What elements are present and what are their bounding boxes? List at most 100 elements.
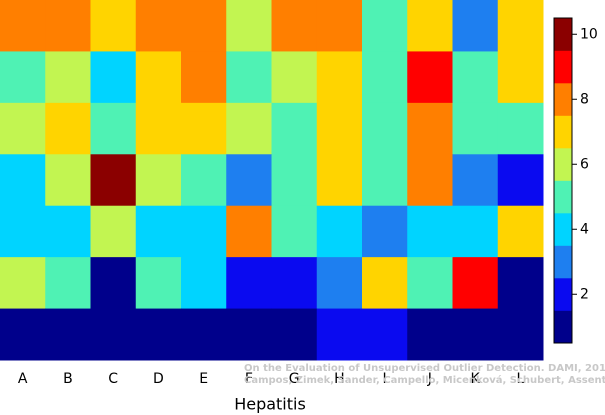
x-tick-label: K [471, 371, 481, 387]
cell [0, 51, 46, 104]
cell [497, 102, 544, 155]
colorbar-segment [554, 50, 572, 84]
cell [271, 205, 318, 258]
cell [45, 51, 91, 104]
colorbar-segment [554, 148, 572, 181]
cell [407, 51, 453, 104]
cell [226, 205, 272, 258]
watermark: On the Evaluation of Unsupervised Outlie… [244, 363, 605, 374]
cell [45, 205, 91, 258]
cell [135, 308, 182, 361]
cell [90, 0, 137, 52]
cell [0, 154, 46, 207]
x-tick-label: J [427, 371, 432, 387]
x-tick-label: I [383, 371, 387, 387]
colorbar-tick-label: 6 [580, 156, 589, 172]
x-tick-label: G [289, 371, 300, 387]
cell [0, 0, 46, 52]
cell [45, 102, 91, 155]
x-tick-label: C [108, 371, 118, 387]
cell [135, 257, 182, 310]
cell [362, 154, 408, 207]
colorbar-segment [554, 213, 572, 246]
cell [0, 257, 46, 310]
cell [271, 154, 318, 207]
cell [407, 205, 453, 258]
cell [271, 0, 318, 52]
cell [452, 102, 499, 155]
cell [135, 102, 182, 155]
cell [316, 154, 363, 207]
cell [362, 51, 408, 104]
cell [362, 308, 408, 361]
cell [90, 308, 137, 361]
cell [407, 308, 453, 361]
cell [90, 102, 137, 155]
cell [362, 0, 408, 52]
cell [181, 257, 227, 310]
cell [452, 0, 499, 52]
cell [316, 102, 363, 155]
colorbar-segment [554, 115, 572, 149]
cell [181, 205, 227, 258]
cell [407, 257, 453, 310]
cell [181, 154, 227, 207]
cell [452, 308, 499, 361]
colorbar-segment [554, 18, 572, 51]
x-tick-label: L [516, 371, 524, 387]
colorbar-tick-label: 2 [580, 286, 589, 302]
cell [226, 154, 272, 207]
cell [362, 102, 408, 155]
colorbar-segment [554, 180, 572, 214]
colorbar-segment [554, 83, 572, 116]
cell [452, 205, 499, 258]
cell [226, 257, 272, 310]
cell [45, 308, 91, 361]
cell [316, 0, 363, 52]
colorbar-segment [554, 278, 572, 311]
cell [90, 51, 137, 104]
cell [497, 0, 544, 52]
cell [452, 154, 499, 207]
colorbar-tick-label: 4 [580, 221, 589, 237]
cell [45, 257, 91, 310]
x-axis-label: Hepatitis [234, 395, 306, 414]
cell [407, 154, 453, 207]
cell [497, 205, 544, 258]
cell [0, 308, 46, 361]
x-tick-label: H [334, 371, 345, 387]
cell [497, 308, 544, 361]
cell [271, 257, 318, 310]
cell [452, 51, 499, 104]
cell [316, 51, 363, 104]
x-tick-label: E [199, 371, 208, 387]
cell [0, 102, 46, 155]
colorbar-tick-label: 8 [580, 91, 589, 107]
cell [0, 205, 46, 258]
cell [181, 308, 227, 361]
colorbar-segment [554, 310, 572, 344]
colorbar-frame [553, 17, 573, 344]
cell [45, 0, 91, 52]
cell [271, 308, 318, 361]
cell [271, 102, 318, 155]
cell [45, 154, 91, 207]
cell [135, 0, 182, 52]
cell [316, 205, 363, 258]
cell [316, 257, 363, 310]
cell [135, 51, 182, 104]
cell [90, 205, 137, 258]
watermark: Campos, Zimek, Sander, Campello, Micenko… [244, 374, 605, 386]
cell [497, 154, 544, 207]
cell [135, 205, 182, 258]
cell [90, 154, 137, 207]
cell [181, 51, 227, 104]
cell [226, 102, 272, 155]
x-tick-label: B [63, 371, 73, 387]
cell [497, 51, 544, 104]
cell [497, 257, 544, 310]
cell [362, 257, 408, 310]
cell [181, 0, 227, 52]
